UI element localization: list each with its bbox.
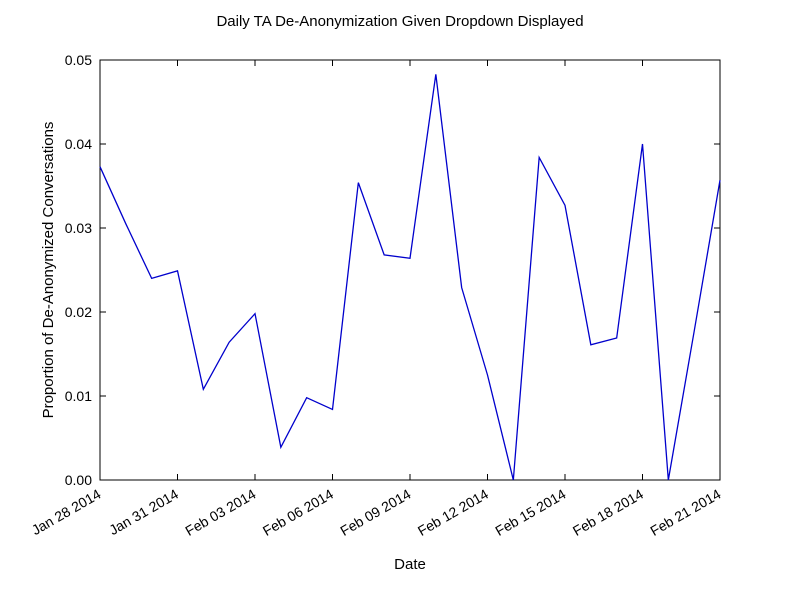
y-tick-label: 0.02	[65, 304, 92, 320]
chart-title: Daily TA De-Anonymization Given Dropdown…	[216, 13, 583, 30]
series-line	[99, 74, 721, 481]
series-proportion	[99, 74, 721, 481]
y-tick-label: 0.04	[65, 136, 92, 152]
plot-frame	[99, 59, 721, 481]
y-axis-label: Proportion of De-Anonymized Conversation…	[40, 122, 57, 419]
x-axis-label: Date	[394, 556, 426, 573]
y-tick-label: 0.03	[65, 220, 92, 236]
y-tick-label: 0.05	[65, 52, 92, 68]
y-axis: 0.00 0.01 0.02 0.03 0.04 0.05	[65, 52, 720, 488]
y-tick-label: 0.01	[65, 388, 92, 404]
plot-area	[99, 59, 721, 481]
y-tick-label: 0.00	[65, 472, 92, 488]
